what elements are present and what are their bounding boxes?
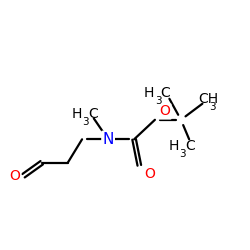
Text: 3: 3 xyxy=(209,102,216,112)
Text: C: C xyxy=(185,139,194,153)
Text: 3: 3 xyxy=(82,117,88,127)
Text: 3: 3 xyxy=(155,96,161,106)
Text: O: O xyxy=(160,104,170,118)
Text: H: H xyxy=(71,107,82,121)
Text: H: H xyxy=(168,139,179,153)
Text: 3: 3 xyxy=(179,149,186,159)
Text: O: O xyxy=(10,169,20,183)
Text: H: H xyxy=(144,86,154,100)
Text: C: C xyxy=(160,86,170,100)
Text: CH: CH xyxy=(199,92,219,106)
Text: O: O xyxy=(144,167,155,181)
Text: C: C xyxy=(88,107,98,121)
Text: N: N xyxy=(102,132,114,147)
